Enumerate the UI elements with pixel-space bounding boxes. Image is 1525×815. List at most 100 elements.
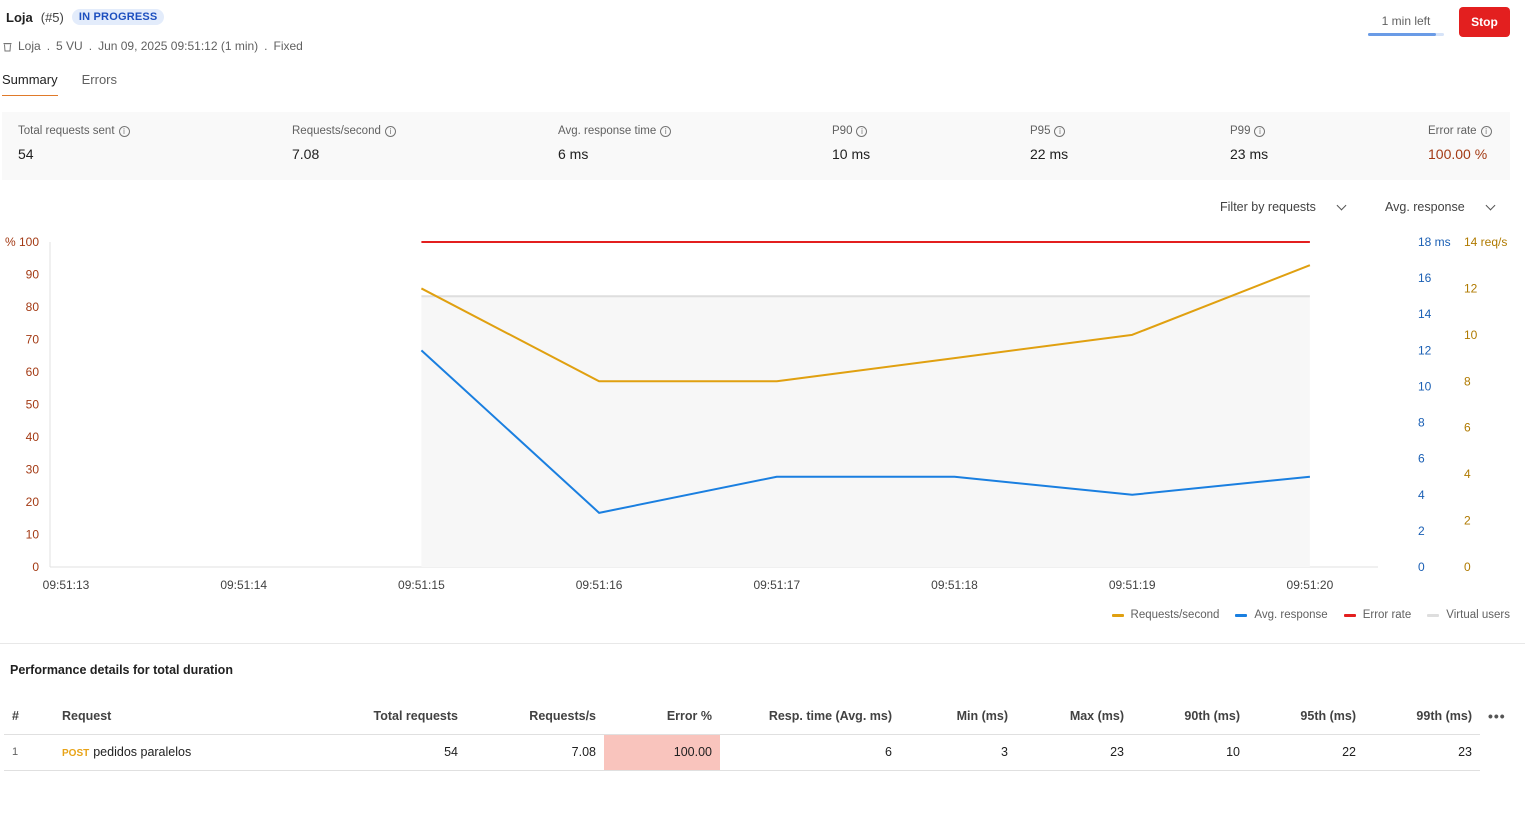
stat-value: 23 ms (1230, 146, 1269, 162)
y-tick-left: 90 (26, 268, 40, 282)
legend-swatch (1235, 613, 1248, 617)
y-tick-right-rps: 14 req/s (1464, 235, 1507, 249)
run-title: Loja (6, 9, 33, 25)
row-p95: 22 (1248, 734, 1364, 771)
row-min: 3 (900, 734, 1016, 771)
col-request[interactable]: Request (54, 698, 284, 735)
row-request[interactable]: POST pedidos paralelos (54, 734, 284, 771)
series-line-avg-response (420, 349, 1311, 514)
series-line-requests-second (420, 264, 1311, 383)
more-horizontal-icon[interactable]: ••• (1488, 708, 1506, 724)
legend-label: Avg. response (1254, 609, 1328, 621)
y-tick-right-rps: 12 (1464, 281, 1478, 295)
legend-swatch (1111, 613, 1124, 617)
x-tick: 09:51:16 (576, 578, 623, 592)
tab-summary[interactable]: Summary (2, 72, 58, 96)
chevron-down-icon (1336, 200, 1347, 210)
col-index: # (4, 698, 54, 735)
stat-requests-per-second: Requests/second i 7.08 (292, 125, 396, 162)
meta-separator: . (46, 39, 51, 53)
y-tick-right-rps: 0 (1464, 560, 1471, 574)
y-tick-right-ms: 12 (1418, 343, 1432, 357)
table-row[interactable]: 1 POST pedidos paralelos 54 7.08 100.00 6… (4, 734, 1480, 771)
info-icon[interactable]: i (856, 125, 868, 137)
y-tick-left: % 100 (5, 235, 39, 249)
info-icon[interactable]: i (1254, 125, 1266, 137)
stat-avg-response-time: Avg. response time i 6 ms (558, 125, 672, 162)
x-tick: 09:51:20 (1287, 578, 1334, 592)
x-tick: 09:51:18 (931, 578, 978, 592)
time-remaining: 1 min left (1368, 14, 1444, 36)
row-avg: 6 (720, 734, 900, 771)
col-resp-time[interactable]: Resp. time (Avg. ms) (720, 698, 900, 735)
filter-requests-label: Filter by requests (1220, 200, 1316, 214)
legend-label: Error rate (1362, 609, 1412, 621)
legend-item-virtual-users[interactable]: Virtual users (1427, 609, 1510, 621)
stat-p95: P95 i 22 ms (1030, 125, 1068, 162)
y-tick-right-ms: 8 (1418, 416, 1425, 430)
legend-label: Requests/second (1130, 609, 1220, 621)
summary-stats: Total requests sent i 54 Requests/second i… (2, 112, 1510, 180)
info-icon[interactable]: i (118, 125, 130, 137)
row-p99: 23 (1364, 734, 1480, 771)
stat-p90: P90 i 10 ms (832, 125, 870, 162)
info-icon[interactable]: i (384, 125, 396, 137)
run-meta: Loja . 5 VU . Jun 09, 2025 09:51:12 (1 m… (2, 39, 303, 53)
info-icon[interactable]: i (660, 125, 672, 137)
legend-item-requests[interactable]: Requests/second (1111, 609, 1220, 621)
legend-item-avg-response[interactable]: Avg. response (1235, 609, 1328, 621)
run-id: (#5) (40, 9, 64, 25)
tab-errors[interactable]: Errors (81, 72, 118, 87)
legend-label: Virtual users (1446, 609, 1510, 621)
row-error: 100.00 (604, 734, 720, 771)
stat-label: Total requests sent (18, 125, 115, 137)
col-total-requests[interactable]: Total requests (284, 698, 466, 735)
row-rps: 7.08 (466, 734, 604, 771)
stat-value: 22 ms (1030, 146, 1069, 162)
col-requests-per-second[interactable]: Requests/s (466, 698, 604, 735)
metric-dropdown[interactable]: Avg. response (1385, 200, 1496, 214)
chart-legend: Requests/second Avg. response Error rate… (1111, 609, 1510, 621)
row-index: 1 (4, 734, 54, 771)
stat-label: P99 (1230, 125, 1251, 137)
legend-item-error-rate[interactable]: Error rate (1343, 609, 1412, 621)
request-method: POST (62, 748, 90, 759)
y-tick-right-ms: 6 (1418, 452, 1425, 466)
collection-icon (3, 42, 12, 51)
col-error[interactable]: Error % (604, 698, 720, 735)
chevron-down-icon (1485, 200, 1496, 210)
y-tick-left: 30 (26, 463, 40, 477)
meta-separator: . (264, 39, 268, 53)
section-divider (0, 643, 1525, 644)
legend-swatch (1427, 613, 1440, 617)
run-header: Loja (#5) IN PROGRESS (6, 9, 165, 25)
perf-table: # Request Total requests Requests/s Erro… (4, 698, 1480, 771)
filter-requests-dropdown[interactable]: Filter by requests (1220, 200, 1347, 214)
col-p90[interactable]: 90th (ms) (1132, 698, 1248, 735)
stat-value: 54 (18, 146, 34, 162)
row-total: 54 (284, 734, 466, 771)
stat-value: 7.08 (292, 146, 320, 162)
col-p99[interactable]: 99th (ms) (1364, 698, 1480, 735)
meta-profile: Fixed (273, 39, 303, 53)
active-region (421, 296, 1310, 567)
y-tick-right-ms: 18 ms (1418, 235, 1451, 249)
y-tick-right-rps: 2 (1464, 514, 1471, 528)
x-tick: 09:51:19 (1109, 578, 1156, 592)
info-icon[interactable]: i (1480, 125, 1492, 137)
legend-swatch (1343, 613, 1356, 617)
x-tick: 09:51:15 (398, 578, 445, 592)
info-icon[interactable]: i (1054, 125, 1066, 137)
y-tick-right-rps: 4 (1464, 467, 1471, 481)
y-tick-right-ms: 0 (1418, 560, 1425, 574)
row-max: 23 (1016, 734, 1132, 771)
stop-button[interactable]: Stop (1459, 7, 1510, 37)
meta-datetime: Jun 09, 2025 09:51:12 (1 min) (98, 39, 259, 53)
x-tick: 09:51:17 (753, 578, 800, 592)
col-max[interactable]: Max (ms) (1016, 698, 1132, 735)
x-tick: 09:51:14 (220, 578, 267, 592)
col-min[interactable]: Min (ms) (900, 698, 1016, 735)
col-p95[interactable]: 95th (ms) (1248, 698, 1364, 735)
stat-total-requests: Total requests sent i 54 (18, 125, 130, 162)
meta-collection[interactable]: Loja (18, 39, 41, 53)
